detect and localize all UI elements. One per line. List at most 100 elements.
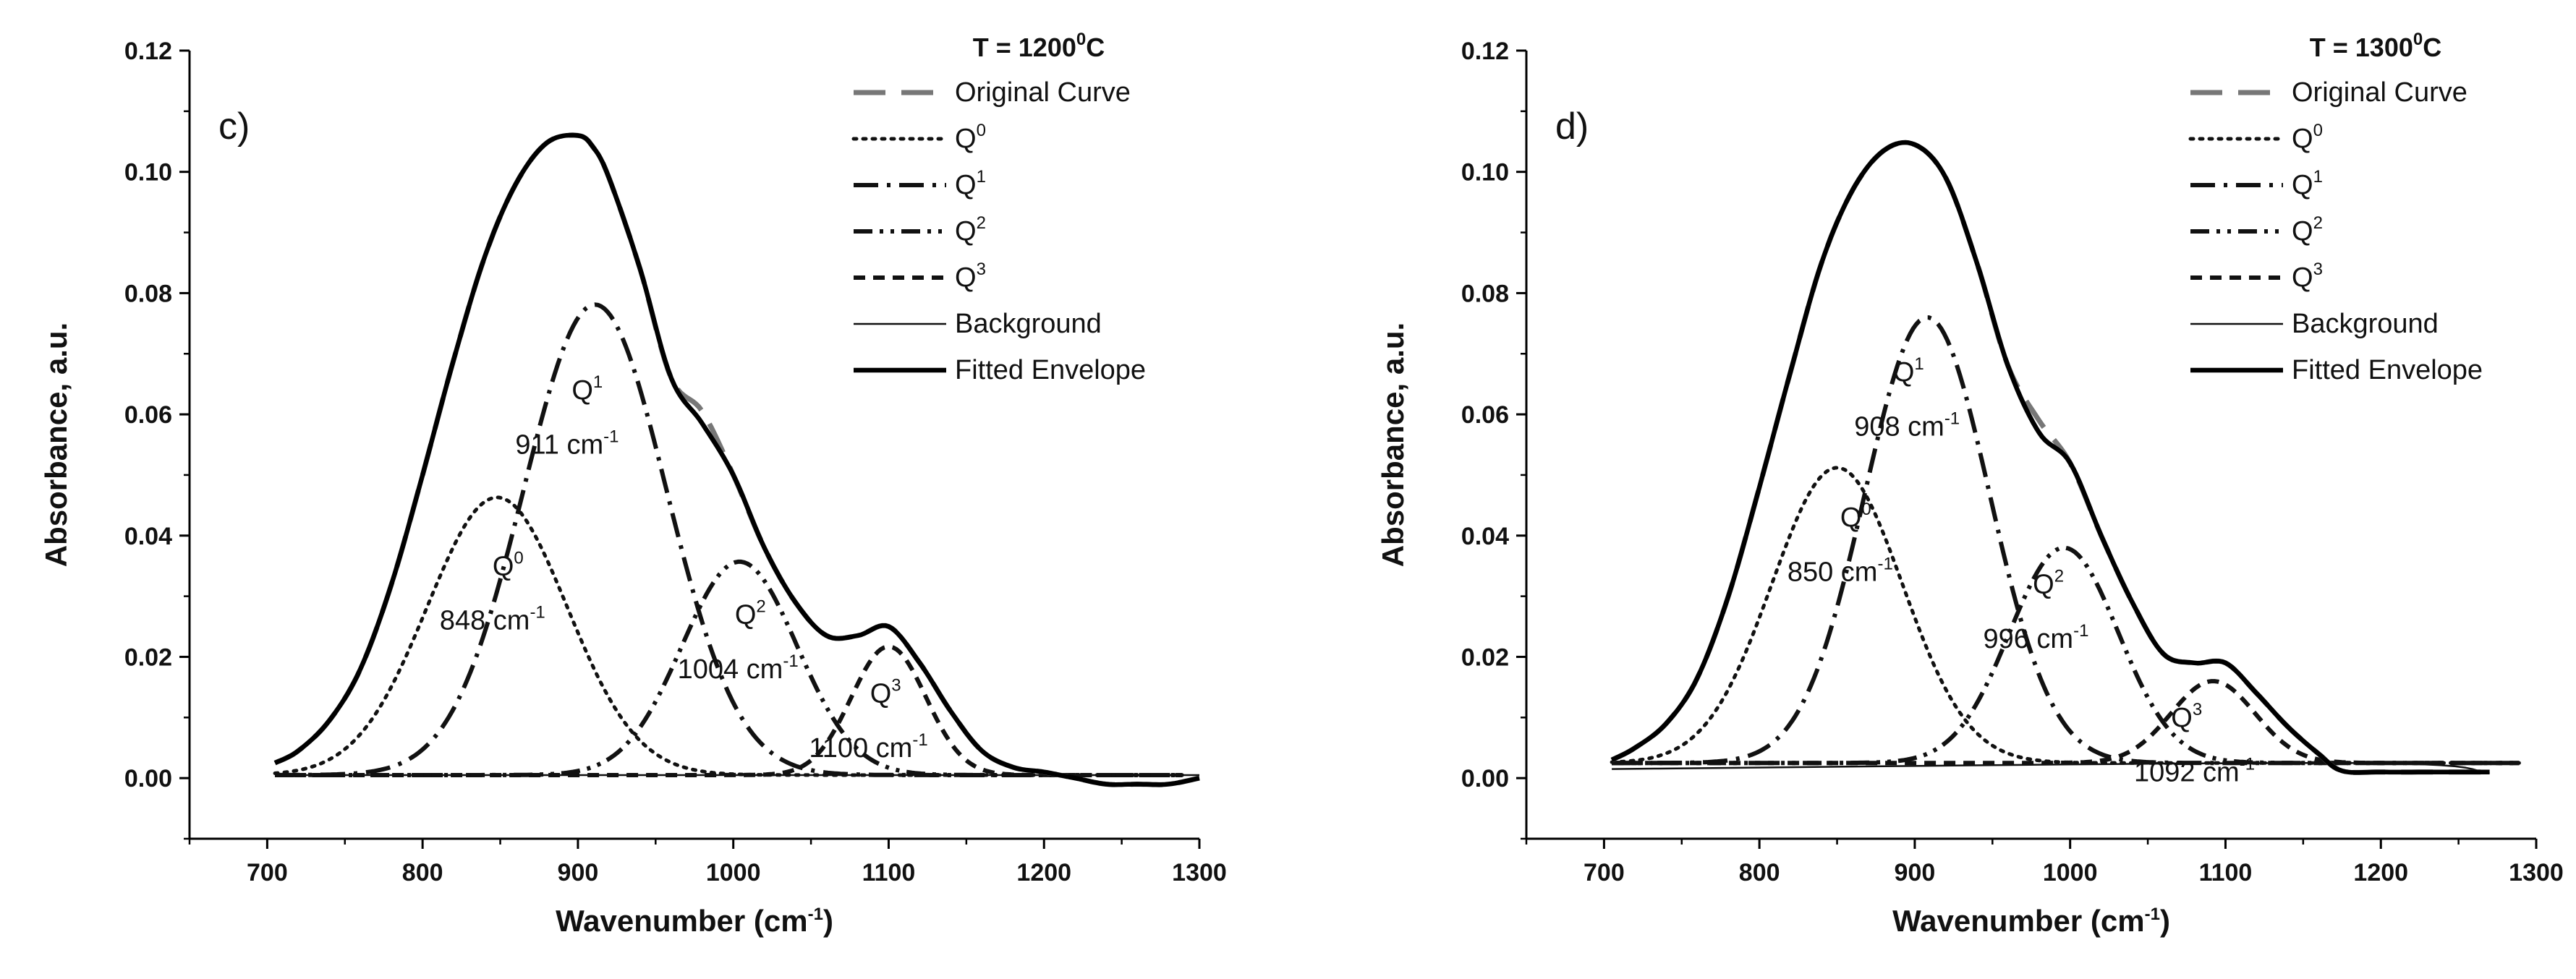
- y-tick-label: 0.06: [1461, 401, 1509, 429]
- series-q0: [1610, 466, 2521, 765]
- x-tick-label: 900: [558, 859, 599, 886]
- legend-item-label-sup: 2: [977, 213, 986, 233]
- series-q1: [275, 302, 1183, 777]
- legend-item-label-sup: 2: [2313, 213, 2323, 233]
- peak-annotation-sup: -1: [1877, 555, 1892, 574]
- legend-item-label-sup: 0: [2313, 121, 2323, 140]
- peak-annotation-text: 908 cm: [1854, 411, 1944, 442]
- series-q0: [273, 495, 1184, 777]
- peak-annotation: Q3: [870, 675, 901, 709]
- series-q2: [1612, 545, 2520, 766]
- legend-item-label-text: Q: [2292, 216, 2313, 247]
- legend-item-label-sup: 1: [2313, 167, 2323, 187]
- peak-annotation: 1100 cm-1: [809, 730, 927, 764]
- x-tick-label: 700: [247, 859, 288, 886]
- peak-annotation-text: 911 cm: [515, 430, 603, 461]
- peak-annotation-text: Q: [735, 599, 757, 630]
- legend-title-sup: 0: [2413, 30, 2423, 49]
- y-axis-title: Absorbance, a.u.: [39, 322, 73, 567]
- x-axis-title-tail: ): [2160, 904, 2170, 938]
- peak-annotation-text: 1100 cm: [809, 733, 912, 764]
- y-tick-label: 0.10: [1461, 159, 1509, 187]
- x-tick-label: 1100: [2199, 859, 2253, 886]
- panel-d-chart: 700 800 900 1000 1100 1200 13000.000.020.040.0…: [1376, 30, 2564, 938]
- legend-title-tail: C: [2423, 33, 2441, 62]
- x-tick-label: 1200: [2353, 859, 2408, 886]
- x-axis-title-text: Wavenumber (cm: [556, 904, 808, 938]
- peak-annotation: Q0: [493, 548, 524, 581]
- peak-annotation-sup: 3: [2193, 700, 2202, 719]
- x-tick-label: 800: [1739, 859, 1780, 886]
- peak-annotation: 848 cm-1: [440, 603, 545, 636]
- peak-annotation-sup: 1: [593, 372, 603, 392]
- peak-annotation-text: Q: [493, 551, 514, 581]
- x-tick-label: 1000: [2043, 859, 2098, 886]
- x-tick-label: 1200: [1016, 859, 1071, 886]
- legend-item-label: Background: [2292, 309, 2439, 339]
- legend-item-label-text: Q: [2292, 170, 2313, 200]
- y-axis-title: Absorbance, a.u.: [1376, 322, 1410, 567]
- peak-annotation-sup: -1: [1944, 409, 1960, 428]
- y-tick-label: 0.10: [124, 159, 172, 187]
- peak-annotation-text: 850 cm: [1788, 557, 1878, 588]
- y-tick-label: 0.02: [1461, 644, 1509, 671]
- x-axis-title-sup: -1: [2145, 905, 2160, 924]
- legend-item-label-sup: 3: [977, 260, 986, 279]
- x-axis-title: Wavenumber (cm-1): [1892, 904, 2170, 938]
- y-tick-label: 0.06: [124, 401, 172, 429]
- x-tick-label: 900: [1895, 859, 1936, 886]
- peak-annotation-text: 1092 cm: [2134, 757, 2240, 787]
- panel-c-chart: 700 800 900 1000 1100 1200 13000.000.020.040.0…: [39, 30, 1227, 938]
- peak-annotation-text: Q: [2033, 569, 2054, 599]
- legend-item-label: Q2: [955, 213, 986, 247]
- legend-item-label-text: Q: [955, 124, 977, 154]
- x-tick-label: 1100: [862, 859, 916, 886]
- legend-item-label-text: Q: [955, 262, 977, 293]
- peak-annotation-text: 1004 cm: [678, 654, 783, 685]
- series-original-curve: [273, 132, 1200, 787]
- peak-annotation-text: Q: [1840, 503, 1862, 533]
- peak-annotation: 850 cm-1: [1788, 555, 1893, 588]
- x-axis-title-sup: -1: [808, 905, 823, 924]
- peak-annotation-sup: 2: [756, 597, 765, 616]
- legend-item-label: Q0: [955, 121, 986, 154]
- y-tick-label: 0.04: [1461, 523, 1509, 550]
- legend-title-text: T = 1300: [2310, 33, 2413, 62]
- peak-annotation: 911 cm-1: [515, 427, 619, 461]
- peak-annotation-text: Q: [1893, 357, 1915, 388]
- legend-item-label-text: Original Curve: [955, 77, 1131, 108]
- peak-annotation: 1004 cm-1: [678, 651, 799, 685]
- peak-annotation-sup: -1: [912, 730, 927, 750]
- legend-title: T = 13000C: [2310, 30, 2441, 62]
- panel-label: c): [218, 106, 250, 148]
- legend-item-label-text: Original Curve: [2292, 77, 2467, 108]
- panel-label: d): [1555, 106, 1589, 148]
- legend-title-tail: C: [1086, 33, 1105, 62]
- legend-item-label: Original Curve: [955, 77, 1131, 108]
- peak-annotation: Q0: [1840, 500, 1871, 533]
- x-tick-label: 1000: [706, 859, 761, 886]
- y-tick-label: 0.00: [1461, 765, 1509, 792]
- x-tick-label: 1300: [2509, 859, 2564, 886]
- legend-item-label: Fitted Envelope: [2292, 355, 2483, 385]
- peak-annotation-sup: -1: [783, 651, 798, 671]
- legend-item-label-text: Background: [2292, 309, 2439, 339]
- series-q3: [275, 644, 1183, 777]
- legend-item-label: Q1: [2292, 167, 2323, 200]
- legend-item-label: Fitted Envelope: [955, 355, 1146, 385]
- legend-item-label: Q0: [2292, 121, 2323, 154]
- legend-item-label-text: Q: [955, 216, 977, 247]
- peak-annotation-sup: -1: [530, 603, 545, 623]
- legend-item-label-text: Background: [955, 309, 1102, 339]
- x-axis-title: Wavenumber (cm-1): [556, 904, 833, 938]
- peak-annotation: Q3: [2171, 700, 2202, 733]
- peak-annotation: 1092 cm-1: [2134, 754, 2255, 787]
- legend-item-label-text: Fitted Envelope: [2292, 355, 2483, 385]
- peak-annotation-text: 848 cm: [440, 606, 530, 636]
- y-tick-label: 0.12: [1461, 38, 1509, 65]
- legend-item-label-text: Q: [955, 170, 977, 200]
- y-tick-label: 0.12: [124, 38, 172, 65]
- legend-item-label: Original Curve: [2292, 77, 2467, 108]
- legend-item-label: Q2: [2292, 213, 2323, 247]
